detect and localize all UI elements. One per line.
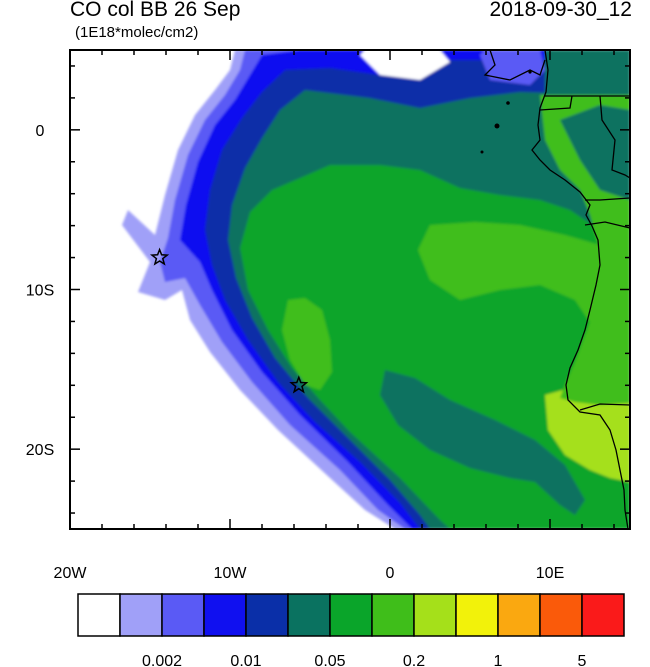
colorbar-swatch bbox=[455, 593, 499, 637]
coastline bbox=[483, 50, 630, 529]
x-tick-label: 10W bbox=[214, 565, 248, 582]
island-dots bbox=[480, 70, 532, 154]
colorbar-label: 0.01 bbox=[230, 653, 261, 667]
colorbar-swatch bbox=[413, 593, 457, 637]
y-tick-label: 0 bbox=[36, 123, 45, 140]
colorbar-swatch bbox=[245, 593, 289, 637]
colorbar-label: 5 bbox=[578, 653, 587, 667]
colorbar-swatch bbox=[203, 593, 247, 637]
colorbar-swatch bbox=[77, 593, 121, 637]
co-field bbox=[70, 50, 630, 529]
colorbar-label: 0.05 bbox=[314, 653, 345, 667]
y-tick-label: 10S bbox=[26, 283, 54, 300]
x-tick-label: 20W bbox=[54, 565, 88, 582]
colorbar-label: 0.2 bbox=[403, 653, 425, 667]
x-tick-label: 10E bbox=[536, 565, 564, 582]
colorbar-swatch bbox=[371, 593, 415, 637]
colorbar-swatch bbox=[287, 593, 331, 637]
colorbar-label: 0.002 bbox=[142, 653, 182, 667]
star-marker-icon bbox=[289, 375, 309, 394]
colorbar-swatch bbox=[161, 593, 205, 637]
map-title: CO col BB 26 Sep bbox=[70, 0, 241, 21]
colorbar-swatch bbox=[119, 593, 163, 637]
axis-ticks bbox=[69, 50, 630, 529]
colorbar-swatch bbox=[329, 593, 373, 637]
colorbar: 0.002 0.01 0.05 0.2 1 5 bbox=[77, 593, 625, 667]
star-markers bbox=[149, 247, 309, 394]
x-tick-label: 0 bbox=[386, 565, 395, 582]
colorbar-label: 1 bbox=[494, 653, 503, 667]
axis-labels: 20W 10W 0 10E 0 10S 20S bbox=[26, 123, 564, 582]
colorbar-swatch bbox=[581, 593, 625, 637]
units-label: (1E18*molec/cm2) bbox=[75, 24, 199, 41]
y-tick-label: 20S bbox=[26, 442, 54, 459]
colorbar-swatch bbox=[497, 593, 541, 637]
datetime-label: 2018-09-30_12 bbox=[489, 0, 632, 21]
star-marker-icon bbox=[149, 247, 170, 266]
colorbar-swatch bbox=[539, 593, 583, 637]
